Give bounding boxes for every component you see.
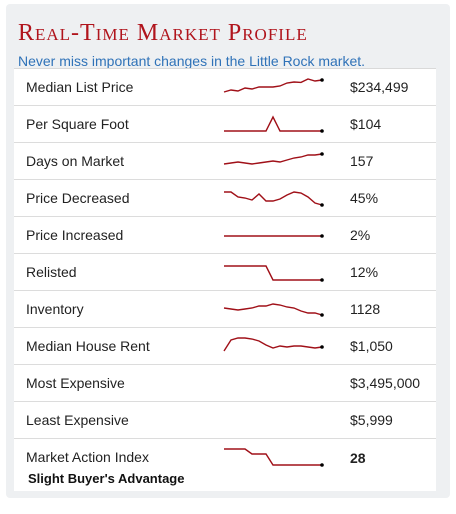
row-market-action-index: Market Action Index 28 Slight Buyer's Ad… <box>14 439 436 491</box>
row-median-house-rent: Median House Rent $1,050 <box>14 328 436 365</box>
metric-label: Median House Rent <box>26 338 150 354</box>
row-least-expensive: Least Expensive $5,999 <box>14 402 436 439</box>
sparkline-endpoint-dot <box>320 203 324 207</box>
sparkline-trend-line <box>223 78 323 93</box>
metric-value: $5,999 <box>350 412 393 428</box>
sparkline-median-list-price <box>223 78 324 93</box>
metric-value: $3,495,000 <box>350 375 421 391</box>
sparkline-endpoint-dot <box>320 345 324 349</box>
metric-label: Inventory <box>26 301 84 317</box>
sparkline-trend-line <box>223 303 323 316</box>
metric-value: 2% <box>350 227 371 243</box>
metric-label: Relisted <box>26 264 77 280</box>
market-metrics-table: Median List Price $234,499 Per Square Fo… <box>14 68 436 491</box>
sparkline-trend-line <box>223 153 323 165</box>
metric-label: Most Expensive <box>26 375 125 391</box>
metric-label: Price Decreased <box>26 190 130 206</box>
page-title: Real-Time Market Profile <box>18 20 308 46</box>
sparkline-market-action-index <box>224 448 324 467</box>
sparkline-price-decreased <box>224 191 324 207</box>
row-median-list-price: Median List Price $234,499 <box>14 69 436 106</box>
metric-value: 157 <box>350 153 374 169</box>
row-relisted: Relisted 12% <box>14 254 436 291</box>
sparkline-endpoint-dot <box>320 463 324 467</box>
metric-value: $1,050 <box>350 338 393 354</box>
row-days-on-market: Days on Market 157 <box>14 143 436 180</box>
row-price-increased: Price Increased 2% <box>14 217 436 254</box>
row-most-expensive: Most Expensive $3,495,000 <box>14 365 436 402</box>
metric-value: 12% <box>350 264 379 280</box>
sparkline-median-house-rent <box>223 337 324 352</box>
metric-label: Least Expensive <box>26 412 129 428</box>
metric-label: Price Increased <box>26 227 124 243</box>
sparkline-trend-line <box>224 115 322 132</box>
sparkline-endpoint-dot <box>320 234 324 238</box>
sparkline-endpoint-dot <box>320 78 324 82</box>
row-per-square-foot: Per Square Foot $104 <box>14 106 436 143</box>
metric-value: $104 <box>350 116 382 132</box>
metric-value: 1128 <box>350 301 381 317</box>
sparkline-days-on-market <box>223 152 324 165</box>
sparkline-endpoint-dot <box>320 152 324 156</box>
sparkline-trend-line <box>224 265 322 281</box>
metric-value: 45% <box>350 190 379 206</box>
metric-value: 28 <box>350 450 366 466</box>
sparkline-endpoint-dot <box>320 313 324 317</box>
metric-label: Per Square Foot <box>26 116 129 132</box>
row-price-decreased: Price Decreased 45% <box>14 180 436 217</box>
sparkline-endpoint-dot <box>320 129 324 133</box>
sparkline-price-increased <box>224 234 324 238</box>
sparkline-endpoint-dot <box>320 278 324 282</box>
metric-label: Days on Market <box>26 153 125 169</box>
metric-value: $234,499 <box>350 79 409 95</box>
sparkline-trend-line <box>224 191 323 206</box>
sparkline-inventory <box>223 303 324 317</box>
sparkline-per-square-foot <box>224 115 324 133</box>
market-action-note: Slight Buyer's Advantage <box>28 471 185 486</box>
sparkline-trend-line <box>224 448 322 466</box>
metric-label: Market Action Index <box>26 449 149 465</box>
row-inventory: Inventory 1128 <box>14 291 436 328</box>
metric-label: Median List Price <box>26 79 134 95</box>
sparkline-relisted <box>224 265 324 282</box>
sparkline-trend-line <box>223 337 323 352</box>
subtitle: Never miss important changes in the Litt… <box>18 53 366 69</box>
